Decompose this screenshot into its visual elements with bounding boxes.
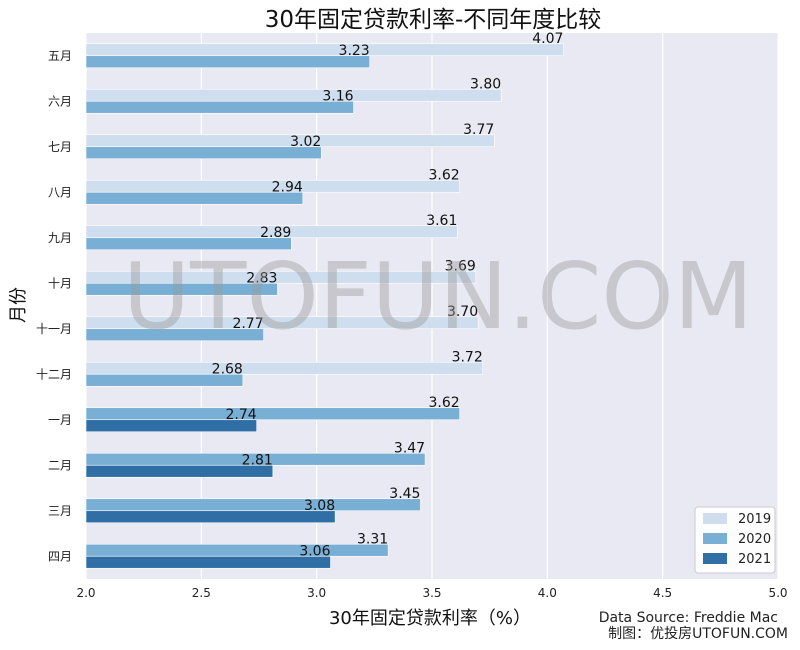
data-label-2019: 3.69	[445, 258, 476, 274]
bar-2021	[85, 510, 336, 524]
x-tick-label: 2.0	[76, 586, 95, 600]
data-label-2020: 3.47	[394, 440, 425, 456]
data-label-2021: 3.08	[304, 498, 335, 514]
bar-2020	[85, 328, 264, 342]
bar-2020	[85, 282, 278, 296]
bar-2020	[85, 237, 292, 251]
bar-2021	[85, 555, 331, 569]
bar-2021	[85, 419, 257, 433]
chart-title: 30年固定贷款利率-不同年度比较	[265, 7, 602, 33]
data-label-2020: 2.83	[246, 270, 277, 286]
category-label: 四月	[48, 549, 72, 563]
bar-2020	[85, 55, 371, 69]
data-label-2020: 2.94	[272, 179, 303, 195]
category-label: 十一月	[36, 322, 72, 336]
data-label-2020: 3.23	[339, 43, 370, 59]
data-label-2021: 2.81	[242, 452, 273, 468]
bar-2021	[85, 464, 274, 478]
category-label: 九月	[48, 231, 72, 245]
data-label-2020: 3.02	[290, 134, 321, 150]
bar-2020	[85, 407, 460, 421]
bar-2020	[85, 146, 322, 160]
source-line-1: Data Source: Freddie Mac	[599, 610, 778, 626]
data-label-2020: 3.31	[357, 531, 388, 547]
bar-2020	[85, 100, 354, 114]
bar-2020	[85, 191, 304, 205]
category-label: 六月	[48, 94, 72, 108]
legend-label: 2021	[738, 552, 771, 567]
data-label-2019: 3.70	[447, 304, 478, 320]
data-label-2020: 3.62	[429, 395, 460, 411]
legend-label: 2020	[738, 532, 771, 547]
data-labels: 4.07 3.23 3.80 3.16 3.77 3.02 3.62 2.94 3.61 2.89…	[212, 31, 564, 560]
source-line-2: 制图：优投房UTOFUN.COM	[608, 626, 788, 642]
legend-swatch-2021	[703, 553, 727, 564]
y-axis-label: 月份	[8, 287, 29, 323]
x-tick-label: 5.0	[768, 586, 787, 600]
data-label-2019: 3.61	[426, 213, 457, 229]
bar-2020	[85, 373, 244, 387]
x-tick-label: 2.5	[192, 586, 211, 600]
bar-2020	[85, 543, 389, 557]
data-label-2021: 3.06	[299, 543, 330, 559]
data-label-2019: 4.07	[532, 31, 563, 47]
x-axis-label: 30年固定贷款利率（%）	[329, 608, 531, 629]
legend-swatch-2019	[703, 513, 727, 524]
bar-2019	[85, 88, 502, 102]
data-label-2020: 2.77	[232, 316, 263, 332]
category-label: 十二月	[36, 367, 72, 381]
category-label: 五月	[48, 49, 72, 63]
category-label: 八月	[48, 185, 72, 199]
x-tick-label: 3.5	[422, 586, 441, 600]
data-label-2020: 3.45	[389, 486, 420, 502]
data-label-2019: 3.77	[463, 122, 494, 138]
watermark: UTOFUN.COM	[123, 243, 753, 350]
category-label: 七月	[48, 140, 72, 154]
x-tick-label: 3.0	[307, 586, 326, 600]
bar-2019	[85, 270, 477, 284]
bar-2019	[85, 361, 484, 375]
data-label-2021: 2.74	[226, 407, 257, 423]
x-tick-label: 4.5	[653, 586, 672, 600]
data-label-2020: 2.89	[260, 225, 291, 241]
grid	[85, 33, 779, 579]
data-label-2019: 3.72	[452, 349, 483, 365]
data-label-2020: 3.16	[322, 88, 353, 104]
data-label-2019: 3.62	[429, 167, 460, 183]
x-tick-labels: 2.0 2.5 3.0 3.5 4.0 4.5 5.0	[76, 586, 787, 600]
bar-2019	[85, 43, 564, 57]
x-tick-label: 4.0	[538, 586, 557, 600]
category-label: 三月	[48, 504, 72, 518]
bars	[85, 43, 564, 569]
category-label: 十月	[48, 276, 72, 290]
category-label: 二月	[48, 458, 72, 472]
data-label-2020: 2.68	[212, 361, 243, 377]
data-label-2019: 3.80	[470, 76, 501, 92]
legend: 2019 2020 2021	[694, 506, 776, 574]
bar-2020	[85, 498, 421, 512]
category-label: 一月	[48, 413, 72, 427]
bar-2019	[85, 316, 479, 330]
legend-swatch-2020	[703, 533, 727, 544]
legend-label: 2019	[738, 512, 771, 527]
